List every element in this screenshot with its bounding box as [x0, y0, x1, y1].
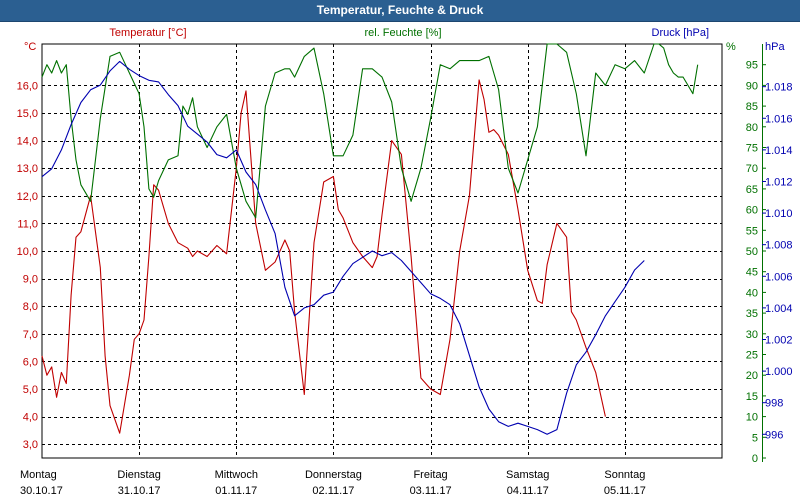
pressure-tick-label: 996	[765, 429, 783, 441]
temperature-tick-label: 5,0	[23, 384, 38, 396]
humidity-tick-label: 80	[746, 122, 758, 134]
humidity-tick-label: 95	[746, 60, 758, 72]
humidity-tick-label: 30	[746, 329, 758, 341]
pressure-tick-label: 1.010	[765, 208, 793, 220]
x-date-label: 30.10.17	[20, 485, 63, 497]
series-line-temperature	[41, 79, 606, 434]
humidity-tick-label: 45	[746, 267, 758, 279]
humidity-tick-label: 15	[746, 391, 758, 403]
pressure-tick-label: 1.012	[765, 176, 793, 188]
pressure-tick-label: 998	[765, 398, 783, 410]
humidity-tick-label: 35	[746, 308, 758, 320]
x-date-label: 31.10.17	[118, 485, 161, 497]
legend-pressure: Druck [hPa]	[652, 27, 709, 39]
pressure-tick-label: 1.016	[765, 113, 793, 125]
series-line-pressure	[41, 60, 645, 435]
x-date-label: 02.11.17	[312, 485, 354, 497]
pressure-tick-label: 1.014	[765, 145, 793, 157]
humidity-tick-label: 90	[746, 80, 758, 92]
pressure-tick-label: 1.008	[765, 240, 793, 252]
humidity-tick-label: 20	[746, 370, 758, 382]
pressure-unit: hPa	[765, 41, 785, 53]
axis-labels: Temperatur [°C] rel. Feuchte [%] Druck [hP…	[20, 27, 709, 497]
humidity-unit: %	[726, 41, 736, 53]
x-day-label: Freitag	[413, 469, 447, 481]
temperature-tick-label: 10,0	[17, 246, 38, 258]
x-date-label: 05.11.17	[604, 485, 646, 497]
humidity-tick-label: 85	[746, 101, 758, 113]
temperature-tick-label: 12,0	[17, 191, 38, 203]
x-day-label: Mittwoch	[215, 469, 258, 481]
x-date-label: 04.11.17	[507, 485, 549, 497]
pressure-tick-label: 1.002	[765, 334, 793, 346]
x-day-label: Donnerstag	[305, 469, 362, 481]
axes: 3,0 4,0 5,0 6,0 7,0 8,0 9,0 10,0 11,0 12,0 13,0 14,…	[17, 41, 793, 465]
x-day-label: Dienstag	[117, 469, 160, 481]
x-date-label: 01.11.17	[215, 485, 257, 497]
x-day-label: Samstag	[506, 469, 549, 481]
pressure-tick-label: 1.000	[765, 366, 793, 378]
temperature-tick-label: 8,0	[23, 301, 38, 313]
humidity-tick-label: 75	[746, 143, 758, 155]
series-line-humidity	[41, 43, 699, 219]
temperature-tick-label: 9,0	[23, 274, 38, 286]
humidity-tick-label: 65	[746, 184, 758, 196]
humidity-tick-label: 55	[746, 225, 758, 237]
temperature-tick-label: 4,0	[23, 412, 38, 424]
chart-canvas: 3,0 4,0 5,0 6,0 7,0 8,0 9,0 10,0 11,0 12,0 13,0 14,…	[17, 27, 793, 497]
chart-title: Temperatur, Feuchte & Druck	[316, 3, 484, 17]
legend-temperature: Temperatur [°C]	[109, 27, 186, 39]
humidity-tick-label: 10	[746, 412, 758, 424]
temperature-tick-label: 13,0	[17, 163, 38, 175]
humidity-tick-label: 40	[746, 287, 758, 299]
humidity-tick-label: 60	[746, 205, 758, 217]
temperature-unit: °C	[24, 41, 36, 53]
temperature-tick-label: 7,0	[23, 329, 38, 341]
grid	[41, 43, 723, 459]
humidity-tick-label: 5	[752, 432, 758, 444]
x-date-label: 03.11.17	[410, 485, 452, 497]
temperature-tick-label: 11,0	[17, 218, 38, 230]
temperature-tick-label: 14,0	[17, 136, 38, 148]
humidity-tick-label: 50	[746, 246, 758, 258]
temperature-tick-label: 6,0	[23, 356, 38, 368]
temperature-tick-label: 3,0	[23, 439, 38, 451]
humidity-tick-label: 70	[746, 163, 758, 175]
humidity-tick-label: 25	[746, 350, 758, 362]
legend-humidity: rel. Feuchte [%]	[364, 27, 441, 39]
x-day-label: Sonntag	[604, 469, 645, 481]
temperature-tick-label: 15,0	[17, 108, 38, 120]
humidity-tick-label: 0	[752, 453, 758, 465]
pressure-tick-label: 1.018	[765, 82, 793, 94]
pressure-tick-label: 1.004	[765, 303, 793, 315]
x-day-label: Montag	[20, 469, 57, 481]
window-titlebar: Temperatur, Feuchte & Druck	[0, 0, 800, 22]
series-lines	[41, 43, 699, 435]
pressure-tick-label: 1.006	[765, 271, 793, 283]
temperature-tick-label: 16,0	[17, 80, 38, 92]
